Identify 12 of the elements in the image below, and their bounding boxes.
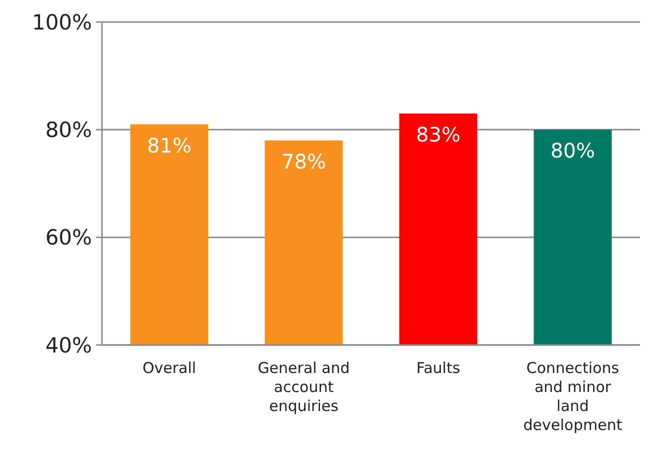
data-label: 81% <box>147 133 192 158</box>
y-tick-label: 40% <box>45 333 92 358</box>
y-tick-label: 60% <box>45 226 92 250</box>
y-tick-label: 80% <box>45 118 92 142</box>
x-tick-label: Connections and minor land development <box>523 359 622 434</box>
data-label: 80% <box>550 138 595 163</box>
data-label: 78% <box>282 149 326 174</box>
y-tick-label: 100% <box>32 10 92 34</box>
x-tick-label: Overall <box>142 359 196 377</box>
x-tick-label: Faults <box>416 359 460 377</box>
x-tick-label: General and account enquiries <box>258 359 350 415</box>
data-label: 83% <box>416 122 460 147</box>
